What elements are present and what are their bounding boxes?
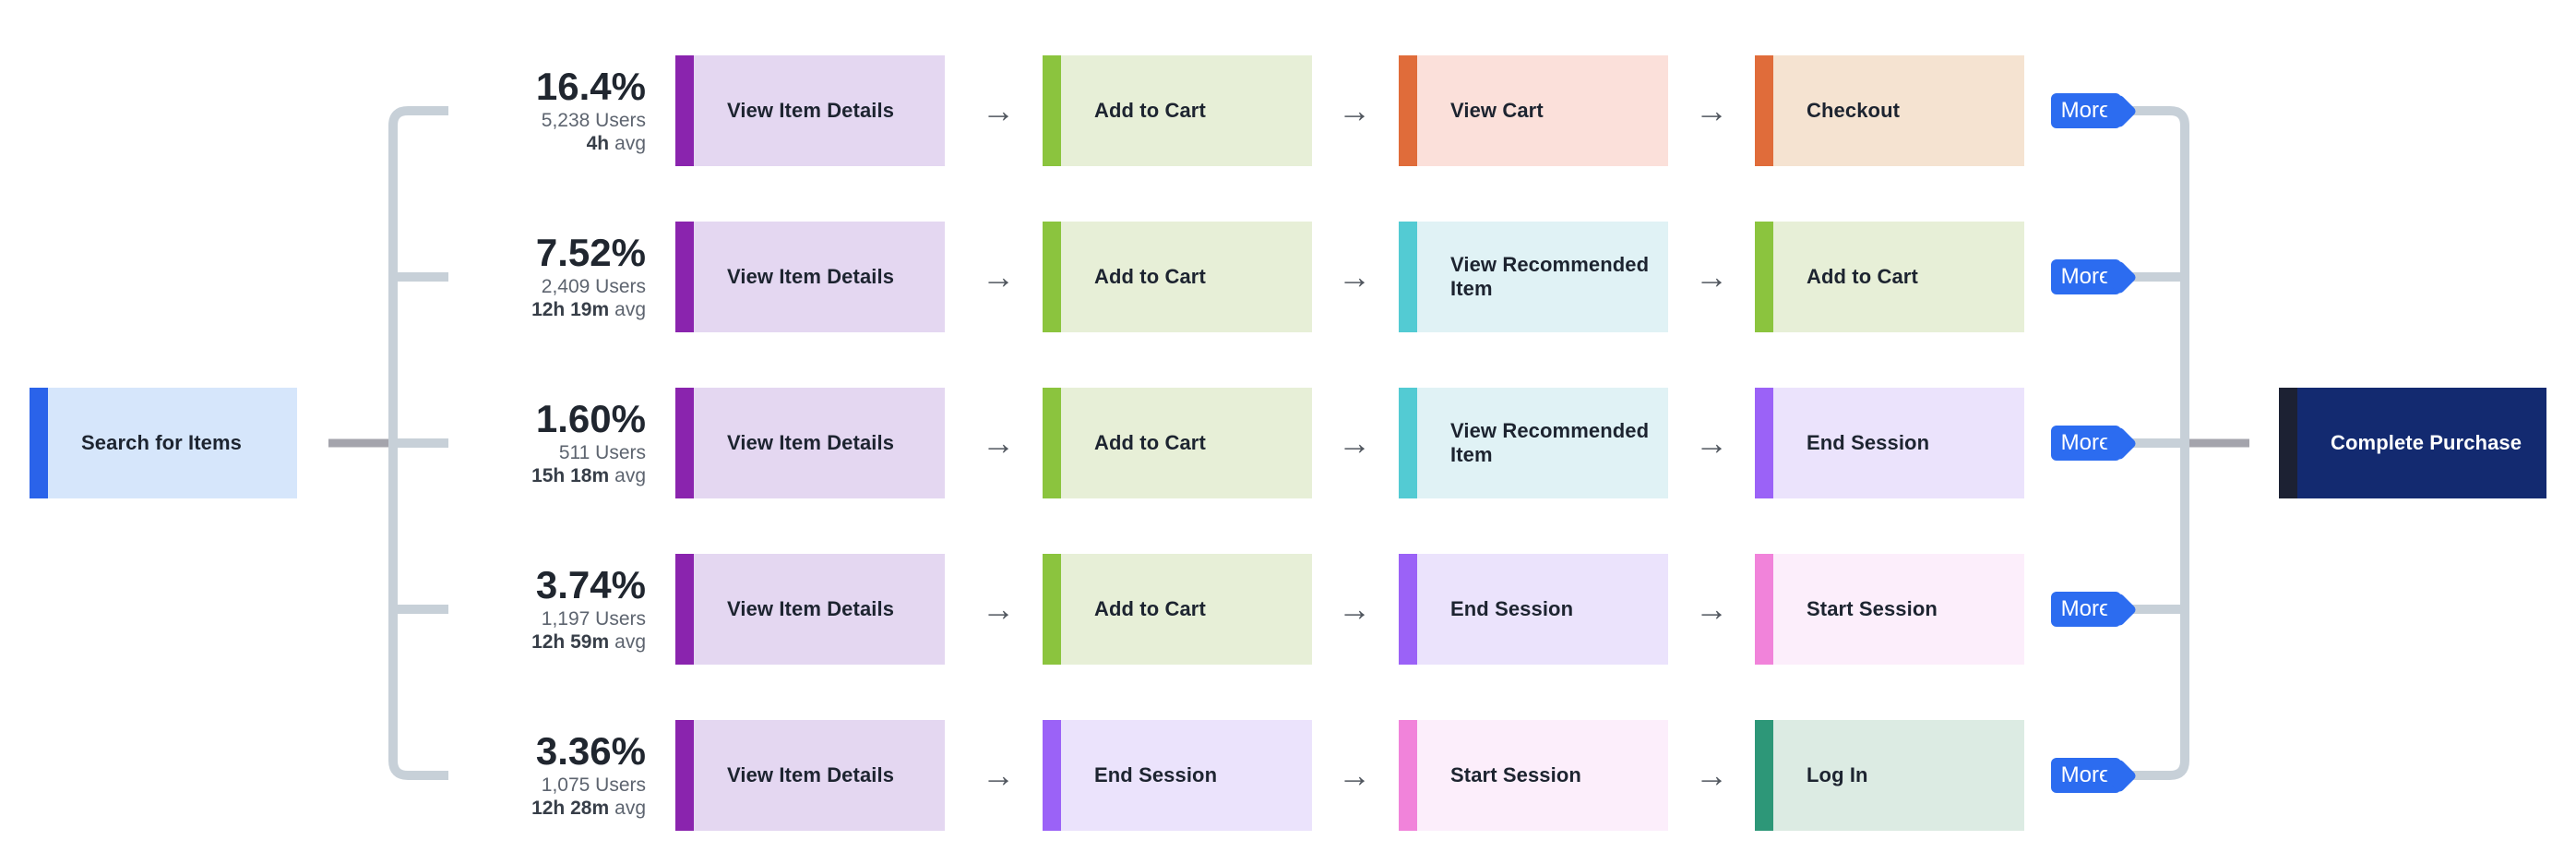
users-count: 5,238 Users [541, 109, 646, 131]
more-label: More [2060, 264, 2112, 289]
percent-value: 1.60% [535, 396, 646, 440]
percent-value: 7.52% [535, 230, 646, 274]
step-label: End Session [1450, 597, 1574, 620]
step-end-session[interactable]: End Session [1755, 388, 2024, 498]
row-stats: 1.60% 511 Users 15h 18m avg [388, 388, 646, 498]
more-label: More [2060, 596, 2112, 621]
users-count: 1,075 Users [541, 774, 646, 796]
arrow-icon: → [1338, 258, 1371, 295]
step-view-cart[interactable]: View Cart [1399, 55, 1668, 166]
step-view-recommended-item[interactable]: View Recommended Item [1399, 222, 1668, 332]
step-label: Add to Cart [1094, 597, 1206, 620]
step-add-to-cart[interactable]: Add to Cart [1043, 554, 1312, 665]
step-label: View Item Details [727, 431, 895, 454]
step-add-to-cart[interactable]: Add to Cart [1043, 55, 1312, 166]
step-label: Log In [1807, 763, 1868, 786]
more-button[interactable]: More [2051, 259, 2121, 294]
row-stats: 7.52% 2,409 Users 12h 19m avg [388, 222, 646, 332]
users-count: 2,409 Users [541, 275, 646, 297]
arrow-icon: → [982, 756, 1015, 794]
arrow-icon: → [982, 424, 1015, 462]
percent-value: 3.74% [535, 562, 646, 606]
more-label: More [2060, 430, 2112, 455]
step-view-item-details[interactable]: View Item Details [675, 554, 945, 665]
step-label: View Item Details [727, 99, 895, 122]
left-fanout-lines [388, 106, 448, 780]
step-view-recommended-item[interactable]: View Recommended Item [1399, 388, 1668, 498]
arrow-icon: → [1695, 91, 1728, 129]
arrow-icon: → [982, 590, 1015, 628]
start-node-label: Search for Items [81, 431, 243, 454]
step-label: View Cart [1450, 99, 1544, 122]
step-label: Checkout [1807, 99, 1901, 122]
step-view-item-details[interactable]: View Item Details [675, 222, 945, 332]
step-label: Add to Cart [1094, 99, 1206, 122]
arrow-icon: → [1695, 756, 1728, 794]
step-add-to-cart[interactable]: Add to Cart [1755, 222, 2024, 332]
arrow-icon: → [1695, 590, 1728, 628]
step-start-session[interactable]: Start Session [1755, 554, 2024, 665]
step-log-in[interactable]: Log In [1755, 720, 2024, 831]
step-label: Start Session [1450, 763, 1581, 786]
row-stats: 3.74% 1,197 Users 12h 59m avg [388, 554, 646, 665]
arrow-icon: → [1338, 590, 1371, 628]
step-end-session[interactable]: End Session [1399, 554, 1668, 665]
step-label: View Item Details [727, 763, 895, 786]
arrow-icon: → [1338, 756, 1371, 794]
end-node-label: Complete Purchase [2331, 431, 2522, 454]
more-button[interactable]: More [2051, 592, 2121, 627]
step-label: Start Session [1807, 597, 1938, 620]
avg-duration: 12h 19m avg [531, 298, 646, 320]
avg-duration: 4h avg [586, 132, 646, 154]
step-add-to-cart[interactable]: Add to Cart [1043, 222, 1312, 332]
step-label: End Session [1094, 763, 1218, 786]
step-view-item-details[interactable]: View Item Details [675, 388, 945, 498]
end-node-complete-purchase[interactable]: Complete Purchase [2279, 388, 2546, 498]
users-count: 511 Users [558, 441, 646, 463]
step-label: Add to Cart [1094, 265, 1206, 288]
arrow-icon: → [1338, 424, 1371, 462]
step-label: View Recommended Item [1450, 253, 1650, 300]
percent-value: 3.36% [535, 728, 646, 773]
more-label: More [2060, 98, 2112, 123]
arrow-icon: → [1695, 424, 1728, 462]
arrow-icon: → [1338, 91, 1371, 129]
start-node-search-for-items[interactable]: Search for Items [30, 388, 297, 498]
arrow-icon: → [982, 258, 1015, 295]
right-converge-lines [2131, 106, 2189, 780]
avg-duration: 12h 28m avg [531, 797, 646, 819]
avg-duration: 12h 59m avg [531, 630, 646, 653]
users-count: 1,197 Users [541, 607, 646, 630]
more-button[interactable]: More [2051, 93, 2121, 128]
arrow-icon: → [1695, 258, 1728, 295]
step-label: End Session [1807, 431, 1930, 454]
more-label: More [2060, 762, 2112, 787]
step-label: View Item Details [727, 265, 895, 288]
row-stats: 16.4% 5,238 Users 4h avg [388, 55, 646, 166]
step-label: View Item Details [727, 597, 895, 620]
more-button[interactable]: More [2051, 426, 2121, 461]
step-view-item-details[interactable]: View Item Details [675, 55, 945, 166]
step-label: Add to Cart [1807, 265, 1918, 288]
percent-value: 16.4% [535, 64, 646, 108]
step-label: View Recommended Item [1450, 419, 1650, 466]
step-view-item-details[interactable]: View Item Details [675, 720, 945, 831]
arrow-icon: → [982, 91, 1015, 129]
more-button[interactable]: More [2051, 758, 2121, 793]
step-start-session[interactable]: Start Session [1399, 720, 1668, 831]
row-stats: 3.36% 1,075 Users 12h 28m avg [388, 720, 646, 831]
step-add-to-cart[interactable]: Add to Cart [1043, 388, 1312, 498]
step-checkout[interactable]: Checkout [1755, 55, 2024, 166]
avg-duration: 15h 18m avg [531, 464, 646, 486]
step-end-session[interactable]: End Session [1043, 720, 1312, 831]
step-label: Add to Cart [1094, 431, 1206, 454]
